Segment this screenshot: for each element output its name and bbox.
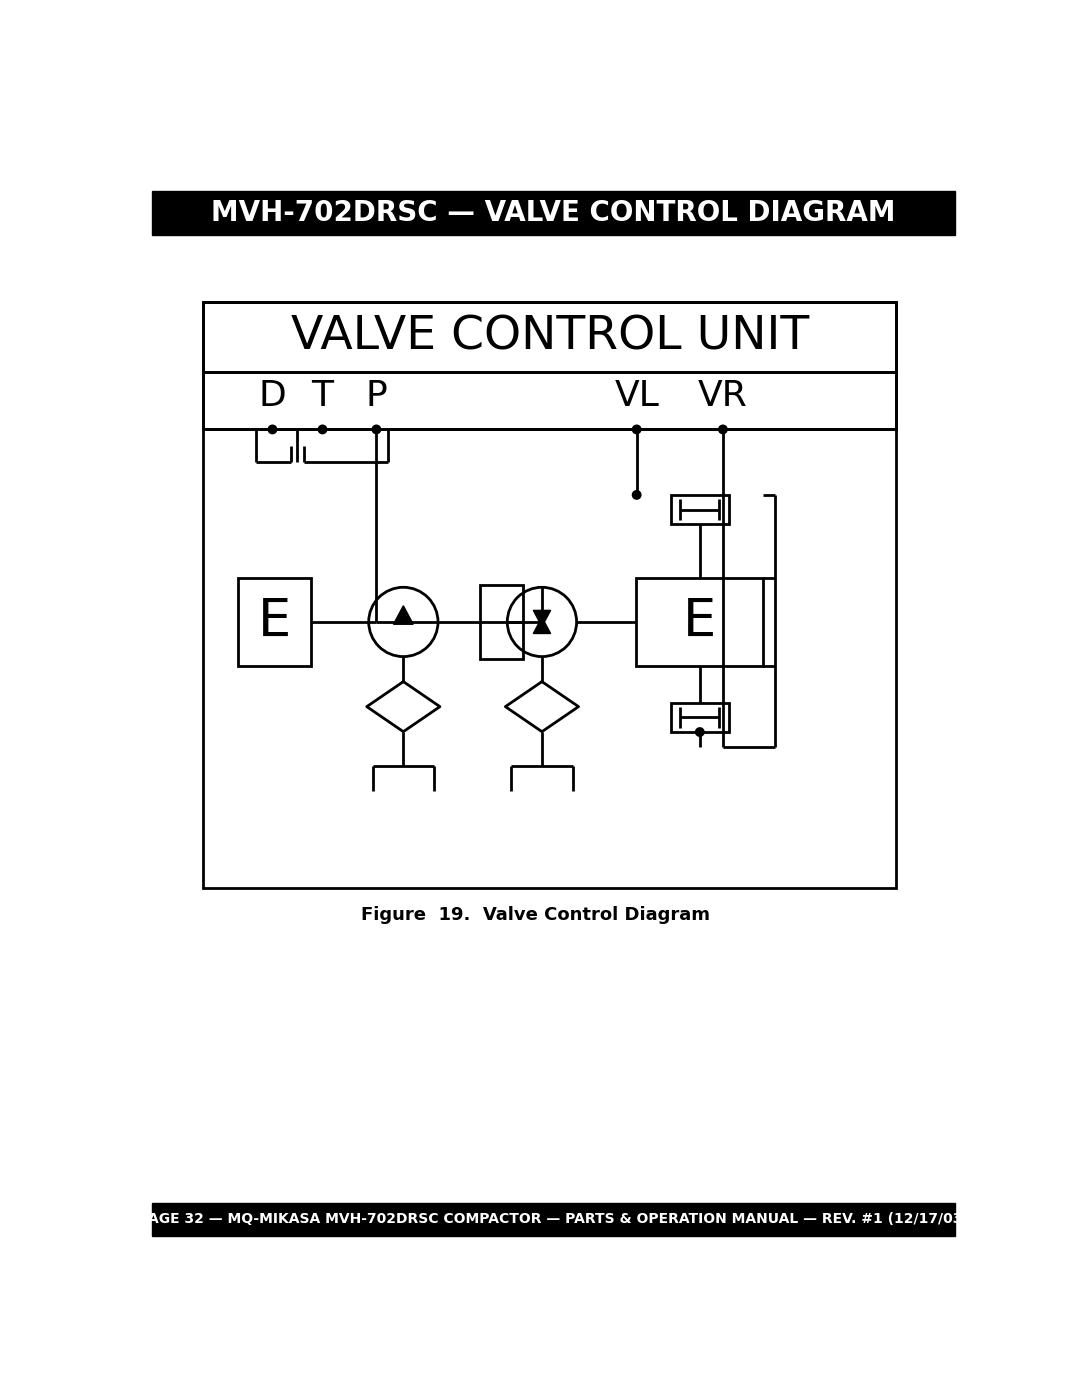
Circle shape [633, 490, 640, 499]
Text: E: E [684, 597, 716, 648]
Bar [151, 191, 956, 236]
Text: VALVE CONTROL UNIT: VALVE CONTROL UNIT [291, 314, 809, 359]
Bar [151, 1203, 956, 1235]
Circle shape [718, 425, 727, 433]
Text: P: P [365, 379, 388, 414]
Bar [203, 302, 896, 372]
Bar [671, 703, 729, 732]
Text: VR: VR [698, 379, 747, 414]
Text: MVH-702DRSC — VALVE CONTROL DIAGRAM: MVH-702DRSC — VALVE CONTROL DIAGRAM [212, 198, 895, 228]
Bar [203, 372, 896, 429]
Circle shape [696, 728, 704, 736]
Circle shape [508, 587, 577, 657]
Text: T: T [311, 379, 334, 414]
Polygon shape [393, 606, 414, 624]
Bar [671, 495, 729, 524]
Text: VL: VL [615, 379, 659, 414]
Bar [481, 585, 523, 658]
Bar [238, 578, 311, 666]
Circle shape [319, 425, 327, 433]
Circle shape [368, 587, 438, 657]
Text: D: D [258, 379, 286, 414]
Text: PAGE 32 — MQ-MIKASA MVH-702DRSC COMPACTOR — PARTS & OPERATION MANUAL — REV. #1 (: PAGE 32 — MQ-MIKASA MVH-702DRSC COMPACTO… [138, 1213, 969, 1227]
Polygon shape [534, 617, 551, 633]
Bar [203, 302, 896, 887]
Bar [636, 578, 764, 666]
Text: E: E [258, 597, 291, 648]
Circle shape [373, 425, 380, 433]
Polygon shape [534, 610, 551, 627]
Circle shape [633, 425, 640, 433]
Circle shape [268, 425, 276, 433]
Text: Figure  19.  Valve Control Diagram: Figure 19. Valve Control Diagram [361, 905, 710, 923]
